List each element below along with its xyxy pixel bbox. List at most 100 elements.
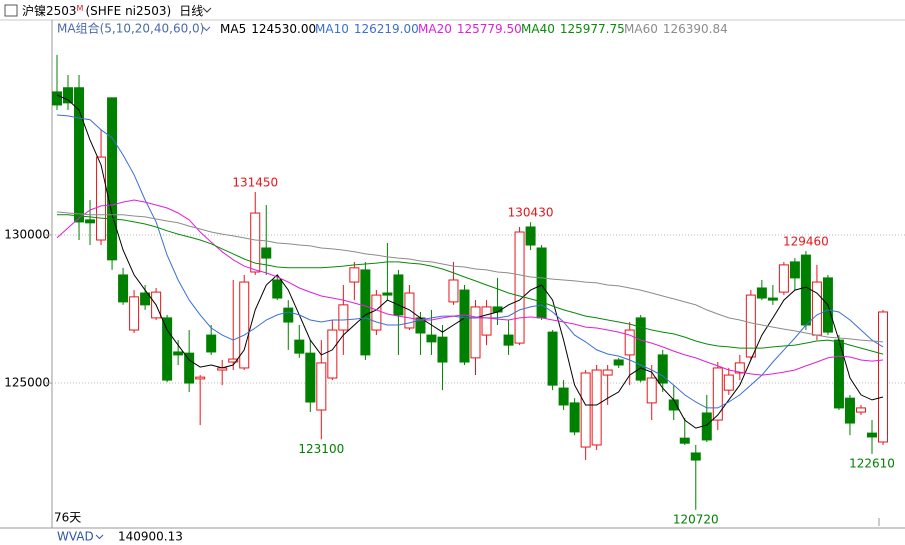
indicator-dropdown[interactable]	[95, 534, 104, 540]
period[interactable]: 日线	[179, 4, 203, 18]
candle-body	[613, 359, 624, 366]
candle-body	[734, 362, 745, 374]
candle-body	[107, 97, 118, 261]
period-dropdown[interactable]	[202, 7, 212, 13]
ma-line	[56, 199, 884, 376]
candle-body	[426, 334, 437, 343]
candle-body	[878, 311, 888, 443]
candle-body	[437, 336, 448, 363]
candle-body	[96, 156, 107, 241]
ma-group[interactable]: MA组合(5,10,20,40,60,0)	[57, 21, 204, 36]
legend-entry: MA20 125779.50	[418, 22, 522, 36]
legend-name: MA20	[418, 22, 452, 36]
ma-line	[56, 211, 884, 343]
ma-line	[56, 114, 884, 409]
legend-value: 124530.00	[251, 22, 316, 36]
low-label: 122610	[849, 456, 895, 470]
y-tick-label: 125000	[4, 376, 50, 390]
candle-body	[844, 397, 855, 424]
candle-body	[283, 307, 294, 323]
symbol-flag: M	[77, 4, 84, 13]
candle-body	[800, 254, 811, 326]
legend-value: 125977.75	[560, 22, 625, 36]
candle-body	[52, 91, 62, 106]
candle-body	[558, 387, 569, 406]
candle-body	[173, 351, 184, 356]
legend-value: 125779.50	[457, 22, 522, 36]
candle-body	[712, 367, 723, 421]
candle-body	[624, 329, 635, 356]
candle-body	[602, 369, 613, 376]
candle-body	[294, 339, 305, 354]
candle-body	[261, 247, 272, 259]
indicator-name[interactable]: WVAD	[57, 530, 94, 544]
candle-body	[338, 304, 349, 331]
candle-body	[74, 87, 85, 223]
low-label: 123100	[298, 442, 344, 456]
symbol-header: 沪镍2503M (SHFE ni2503) 日线	[22, 4, 203, 18]
candle-body	[63, 87, 74, 104]
candle-body	[789, 261, 800, 279]
candle-body	[85, 219, 96, 224]
candle-body	[250, 212, 261, 273]
legend-name: MA40	[521, 22, 555, 36]
candle-body	[778, 264, 789, 293]
candle-body	[514, 231, 525, 344]
candle-body	[723, 374, 734, 391]
ma-dropdown[interactable]	[202, 26, 211, 32]
candle-body	[591, 369, 602, 446]
candle-body	[657, 354, 668, 384]
candle-body	[481, 306, 492, 336]
candle-body	[866, 432, 877, 438]
legend-value: 126219.00	[354, 22, 419, 36]
candle-body	[635, 317, 646, 381]
ma-line	[57, 214, 884, 355]
legend-entry: MA60 126390.84	[624, 22, 728, 36]
candle-body	[690, 452, 701, 461]
candle-body	[305, 352, 316, 403]
candle-body	[756, 287, 767, 299]
candle-body	[525, 226, 536, 246]
low-label: 120720	[673, 512, 719, 526]
candle-body	[162, 317, 173, 381]
candle-body	[448, 279, 459, 303]
candle-body	[646, 377, 657, 404]
legend-entry: MA40 125977.75	[521, 22, 625, 36]
legend-name: MA5	[220, 22, 246, 36]
candle-body	[118, 274, 129, 303]
candle-body	[382, 292, 393, 296]
indicator-value: 140900.13	[118, 530, 183, 544]
candle-body	[349, 267, 360, 283]
legend-name: MA60	[624, 22, 658, 36]
candle-body	[547, 331, 558, 386]
candle-body	[679, 437, 690, 444]
candle-body	[316, 362, 327, 411]
candle-body	[811, 281, 822, 336]
candle-body	[580, 372, 591, 448]
high-label: 129460	[783, 234, 829, 248]
candle-body	[239, 281, 250, 369]
candle-body	[393, 274, 404, 316]
candle-body	[745, 294, 756, 358]
legend-entry: MA10 126219.00	[315, 22, 419, 36]
legend-entry: MA5 124530.00	[220, 22, 316, 36]
candle-body	[503, 334, 514, 346]
legend-name: MA10	[315, 22, 349, 36]
candle-body	[140, 292, 151, 306]
candle-body	[459, 289, 470, 363]
menu-icon[interactable]	[4, 4, 18, 17]
candle-body	[360, 269, 371, 356]
candle-body	[195, 376, 206, 380]
candle-body	[129, 296, 140, 331]
high-label: 130430	[508, 206, 554, 220]
symbol: 沪镍2503	[22, 4, 77, 18]
candle-body	[470, 306, 481, 359]
candle-body	[206, 334, 217, 353]
days-label: 76天	[54, 511, 81, 525]
candle-body	[184, 352, 195, 384]
candle-body	[767, 297, 778, 301]
candle-body	[228, 358, 239, 363]
candle-body	[327, 329, 338, 379]
candle-body	[855, 407, 866, 413]
high-label: 131450	[232, 176, 278, 190]
